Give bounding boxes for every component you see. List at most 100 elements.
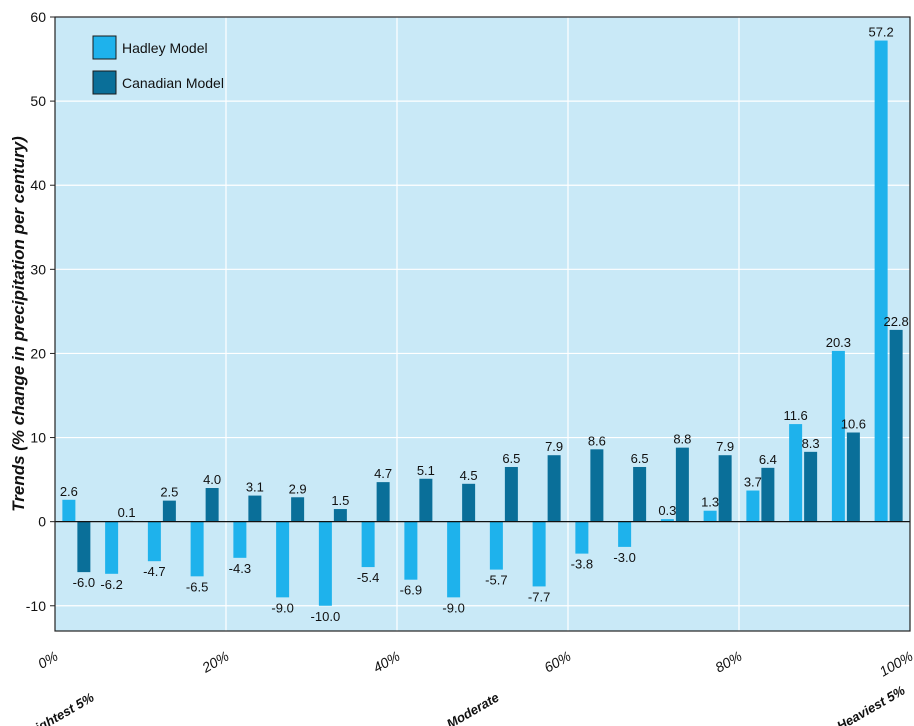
legend-label-hadley: Hadley Model [122,40,208,56]
hadley-bar-15 [660,519,674,522]
canadian-label-17: 6.4 [759,452,777,467]
canadian-bar-5 [248,495,262,522]
hadley-bar-3 [147,521,161,562]
hadley-bar-12 [532,521,546,587]
canadian-label-6: 2.9 [289,481,307,496]
canadian-bar-13 [590,449,604,522]
hadley-label-6: -9.0 [271,600,293,615]
hadley-label-7: -10.0 [311,609,341,624]
hadley-label-8: -5.4 [357,570,379,585]
canadian-bar-20 [889,329,903,522]
canadian-label-15: 8.8 [673,432,691,447]
hadley-label-9: -6.9 [400,583,422,598]
hadley-label-2: -6.2 [100,577,122,592]
hadley-label-13: -3.8 [571,557,593,572]
canadian-bar-7 [333,509,347,522]
canadian-bar-6 [291,497,305,522]
y-axis-label: Trends (% change in precipitation per ce… [9,136,28,512]
canadian-label-19: 10.6 [841,417,866,432]
plot-border [54,16,911,632]
legend-swatch-hadley [92,35,117,60]
x-tick-label: 40% [370,648,402,676]
bars-group [62,40,903,606]
hadley-bar-17 [746,490,760,522]
y-tick-label: 20 [30,345,46,361]
hadley-label-14: -3.0 [613,550,635,565]
zone-label: Heaviest 5% [834,682,908,726]
legend-label-canadian: Canadian Model [122,75,224,91]
hadley-bar-2 [105,521,119,574]
hadley-bar-9 [404,521,418,580]
hadley-bar-8 [361,521,375,568]
canadian-label-5: 3.1 [246,480,264,495]
canadian-label-8: 4.7 [374,466,392,481]
canadian-label-16: 7.9 [716,439,734,454]
canadian-bar-11 [504,466,518,522]
canadian-label-18: 8.3 [802,436,820,451]
canadian-bar-17 [761,467,775,522]
canadian-label-3: 2.5 [160,485,178,500]
canadian-bar-18 [804,451,818,522]
hadley-label-1: 2.6 [60,484,78,499]
canadian-bar-9 [419,478,433,522]
hadley-label-4: -6.5 [186,579,208,594]
canadian-label-12: 7.9 [545,439,563,454]
hadley-label-3: -4.7 [143,564,165,579]
hadley-bar-7 [318,521,332,606]
canadian-label-10: 4.5 [460,468,478,483]
canadian-bar-14 [633,466,647,522]
canadian-bar-15 [675,447,689,522]
hadley-bar-4 [190,521,204,577]
canadian-bar-8 [376,482,390,522]
canadian-label-4: 4.0 [203,472,221,487]
zone-labels: Lightest 5% Moderate Heaviest 5% [26,682,908,726]
hadley-bar-20 [874,40,888,522]
x-tick-label: 100% [876,648,914,680]
hadley-label-15: 0.3 [658,503,676,518]
legend-swatch-canadian [92,70,117,95]
canadian-label-7: 1.5 [331,493,349,508]
hadley-bar-16 [703,510,717,522]
legend: Hadley Model Canadian Model [92,35,224,95]
hadley-bar-19 [831,350,845,522]
y-tick-label: 30 [30,261,46,277]
hadley-bar-5 [233,521,247,558]
hadley-label-20: 57.2 [868,25,893,40]
x-tick-label: 80% [712,648,744,676]
hadley-bar-14 [618,521,632,547]
canadian-bar-4 [205,488,219,522]
hadley-label-17: 3.7 [744,475,762,490]
canadian-bar-10 [462,483,476,522]
canadian-bar-3 [162,500,176,522]
canadian-label-1: -6.0 [73,575,95,590]
x-tick-label: 20% [198,648,231,676]
y-tick-label: 0 [38,514,46,530]
y-tick-label: -10 [26,598,46,614]
canadian-label-13: 8.6 [588,433,606,448]
y-axis-ticks: -10 0 10 20 30 40 50 60 [26,9,55,614]
canadian-bar-12 [547,455,561,522]
x-tick-label: 60% [541,648,573,676]
canadian-bar-16 [718,455,732,522]
y-tick-label: 60 [30,9,46,25]
hadley-bar-10 [447,521,461,598]
hadley-label-18: 11.6 [783,408,807,423]
zone-label: Moderate [444,690,502,726]
hadley-bar-13 [575,521,589,554]
hadley-label-5: -4.3 [229,561,251,576]
canadian-label-14: 6.5 [631,451,649,466]
hadley-label-16: 1.3 [701,495,719,510]
canadian-label-9: 5.1 [417,463,435,478]
hadley-label-11: -5.7 [485,573,507,588]
y-tick-label: 50 [30,93,46,109]
plot-background [55,17,910,631]
canadian-bar-19 [846,432,860,522]
hadley-label-12: -7.7 [528,589,550,604]
y-tick-label: 40 [30,177,46,193]
zone-label: Lightest 5% [26,689,97,726]
x-tick-label: 0% [35,648,61,672]
canadian-bar-1 [77,521,91,573]
hadley-bar-6 [276,521,290,598]
data-labels-group: 2.6 -6.2 -4.7 -6.5 -4.3 -9.0 -10.0 -5.4 -6.9 -9.0… [60,25,909,624]
